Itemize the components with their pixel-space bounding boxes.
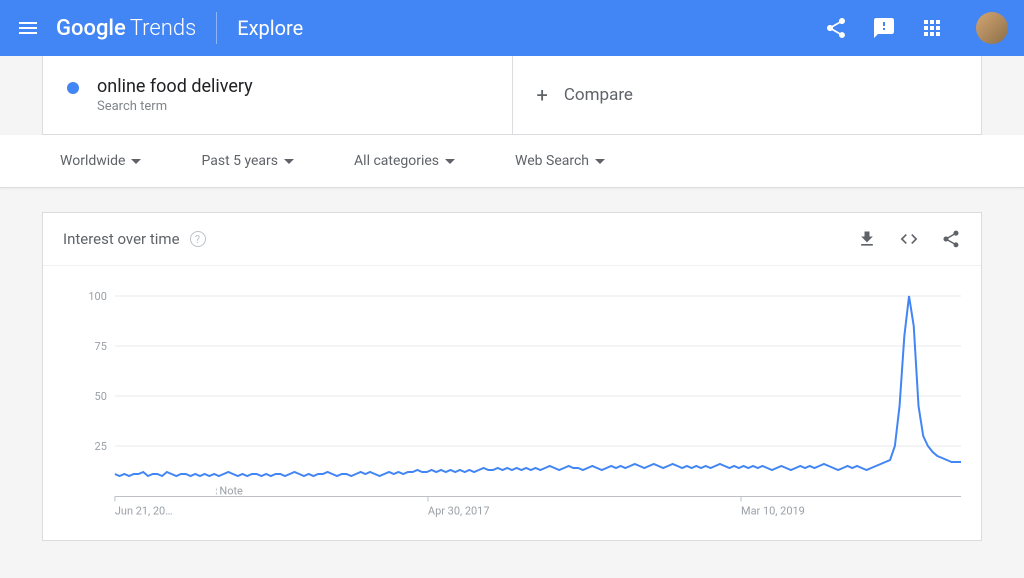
compare-button[interactable]: + Compare xyxy=(513,56,982,134)
svg-text:Jun 21, 20…: Jun 21, 20… xyxy=(115,504,173,517)
share-icon[interactable] xyxy=(941,229,961,249)
search-term: online food delivery xyxy=(97,76,253,97)
filter-region[interactable]: Worldwide xyxy=(60,153,141,169)
logo-trends: Trends xyxy=(130,16,196,41)
term-bullet xyxy=(67,82,79,94)
svg-text:Note: Note xyxy=(219,484,243,497)
embed-icon[interactable] xyxy=(899,229,919,249)
chevron-down-icon xyxy=(284,159,294,164)
card-header: Interest over time ? xyxy=(43,213,981,266)
search-row: online food delivery Search term + Compa… xyxy=(42,56,982,135)
header: Google Trends Explore xyxy=(0,0,1024,56)
header-divider xyxy=(216,12,217,44)
search-term-box[interactable]: online food delivery Search term xyxy=(43,56,513,134)
svg-text:Apr 30, 2017: Apr 30, 2017 xyxy=(428,504,490,517)
compare-label: Compare xyxy=(564,85,633,105)
filter-time-label: Past 5 years xyxy=(201,153,278,169)
avatar[interactable] xyxy=(976,12,1008,44)
logo[interactable]: Google Trends xyxy=(56,16,196,41)
chevron-down-icon xyxy=(595,159,605,164)
filter-category-label: All categories xyxy=(354,153,439,169)
filter-category[interactable]: All categories xyxy=(354,153,455,169)
filter-region-label: Worldwide xyxy=(60,153,125,169)
menu-icon[interactable] xyxy=(16,16,40,40)
logo-google: Google xyxy=(56,16,126,41)
feedback-icon[interactable] xyxy=(872,16,896,40)
svg-text:75: 75 xyxy=(95,340,107,353)
chart-area: 25 50 75 100 Jun 21, 20… Apr 30, 2017 Mar 10, … xyxy=(43,266,981,540)
card-title: Interest over time xyxy=(63,230,180,248)
header-actions xyxy=(824,12,1008,44)
line-chart: 25 50 75 100 Jun 21, 20… Apr 30, 2017 Mar 10, … xyxy=(53,286,971,526)
svg-text:50: 50 xyxy=(95,390,107,403)
chevron-down-icon xyxy=(445,159,455,164)
apps-icon[interactable] xyxy=(920,16,944,40)
chevron-down-icon xyxy=(131,159,141,164)
explore-label[interactable]: Explore xyxy=(237,16,303,40)
search-term-sub: Search term xyxy=(97,99,253,114)
plus-icon: + xyxy=(537,83,548,107)
filter-type-label: Web Search xyxy=(515,153,589,169)
share-icon[interactable] xyxy=(824,16,848,40)
filter-type[interactable]: Web Search xyxy=(515,153,605,169)
filter-time[interactable]: Past 5 years xyxy=(201,153,294,169)
help-icon[interactable]: ? xyxy=(190,231,206,247)
svg-text:Mar 10, 2019: Mar 10, 2019 xyxy=(741,504,805,517)
interest-card: Interest over time ? 25 50 75 100 Jun 21, 20… xyxy=(42,212,982,541)
svg-text:25: 25 xyxy=(95,440,107,453)
svg-text:100: 100 xyxy=(88,290,106,303)
card-actions xyxy=(857,229,961,249)
download-icon[interactable] xyxy=(857,229,877,249)
filters-bar: Worldwide Past 5 years All categories We… xyxy=(0,135,1024,188)
